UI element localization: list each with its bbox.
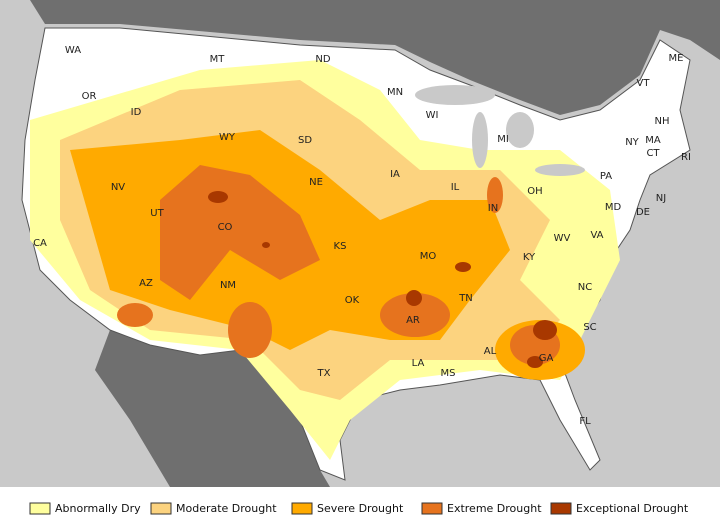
legend-label: Severe Drought bbox=[317, 502, 404, 515]
drought-area bbox=[406, 290, 422, 306]
state-label: MO bbox=[420, 251, 437, 262]
state-label: AZ bbox=[139, 278, 153, 289]
drought-area bbox=[455, 262, 471, 272]
state-label: OH bbox=[527, 186, 542, 197]
state-label: ND bbox=[315, 54, 330, 65]
drought-area bbox=[380, 293, 450, 337]
state-label: RI bbox=[681, 152, 691, 163]
state-label: MI bbox=[497, 134, 509, 145]
state-label: WY bbox=[219, 132, 236, 143]
state-label: MS bbox=[441, 368, 456, 379]
state-label: NJ bbox=[656, 193, 666, 204]
state-label: NM bbox=[220, 280, 236, 291]
state-label: UT bbox=[150, 208, 164, 219]
state-label: MD bbox=[605, 202, 622, 213]
state-label: DE bbox=[636, 207, 650, 218]
state-label: GA bbox=[539, 353, 554, 364]
lake-superior bbox=[415, 85, 495, 105]
canada bbox=[0, 0, 720, 115]
state-label: OR bbox=[82, 91, 97, 102]
state-label: WA bbox=[65, 45, 81, 56]
state-label: VA bbox=[590, 230, 603, 241]
legend-band bbox=[0, 487, 720, 525]
state-label: OK bbox=[345, 295, 360, 306]
drought-area bbox=[533, 320, 557, 340]
state-label: PA bbox=[600, 171, 612, 182]
state-label: WI bbox=[426, 110, 439, 121]
drought-area bbox=[208, 191, 228, 203]
legend-swatch bbox=[421, 502, 443, 515]
state-label: IL bbox=[451, 182, 460, 193]
state-label: SD bbox=[298, 135, 312, 146]
state-label: MN bbox=[387, 87, 403, 98]
state-label: AL bbox=[484, 346, 497, 357]
legend-label: Exceptional Drought bbox=[576, 502, 689, 515]
state-label: KY bbox=[523, 252, 536, 263]
state-label: KS bbox=[334, 241, 347, 252]
drought-area bbox=[160, 165, 320, 300]
state-labels: WA OR CA NV ID MT WY UT AZ CO NM ND SD NE KS OK TX MN IA MO… bbox=[33, 45, 691, 427]
legend-label: Moderate Drought bbox=[176, 502, 277, 515]
state-label: CO bbox=[218, 222, 233, 233]
lake-erie bbox=[535, 164, 585, 176]
state-label: SC bbox=[583, 322, 596, 333]
legend-label: Abnormally Dry bbox=[55, 502, 141, 515]
legend-swatch bbox=[291, 502, 313, 515]
state-label: MT bbox=[210, 54, 226, 65]
drought-area bbox=[487, 177, 503, 213]
drought-area bbox=[117, 303, 153, 327]
drought-area bbox=[262, 242, 270, 248]
state-label: WV bbox=[554, 233, 571, 244]
legend: Abnormally Dry Moderate Drought Severe Dro… bbox=[29, 502, 689, 515]
state-label: LA bbox=[412, 358, 425, 369]
state-label: VT bbox=[637, 78, 651, 89]
legend-swatch bbox=[550, 502, 572, 515]
drought-area bbox=[527, 356, 543, 368]
state-label: CT bbox=[646, 148, 660, 159]
state-label: AR bbox=[406, 315, 420, 326]
legend-label: Extreme Drought bbox=[447, 502, 542, 515]
state-label: TX bbox=[317, 368, 331, 379]
state-label: NE bbox=[309, 177, 323, 188]
state-label: NV bbox=[111, 182, 125, 193]
state-label: NY bbox=[625, 137, 639, 148]
state-label: CA bbox=[33, 238, 47, 249]
state-label: FL bbox=[579, 416, 591, 427]
lake-michigan bbox=[472, 112, 488, 168]
state-label: TN bbox=[458, 293, 473, 304]
mexico bbox=[95, 330, 330, 487]
legend-swatch bbox=[29, 502, 51, 515]
state-label: NC bbox=[578, 282, 592, 293]
state-label: IN bbox=[488, 203, 498, 214]
state-label: MA bbox=[645, 135, 661, 146]
state-label: ID bbox=[131, 107, 142, 118]
state-label: ME bbox=[669, 53, 684, 64]
drought-area bbox=[228, 302, 272, 358]
legend-swatch bbox=[150, 502, 172, 515]
state-label: IA bbox=[390, 169, 400, 180]
state-label: NH bbox=[655, 116, 670, 127]
lake-huron bbox=[506, 112, 534, 148]
